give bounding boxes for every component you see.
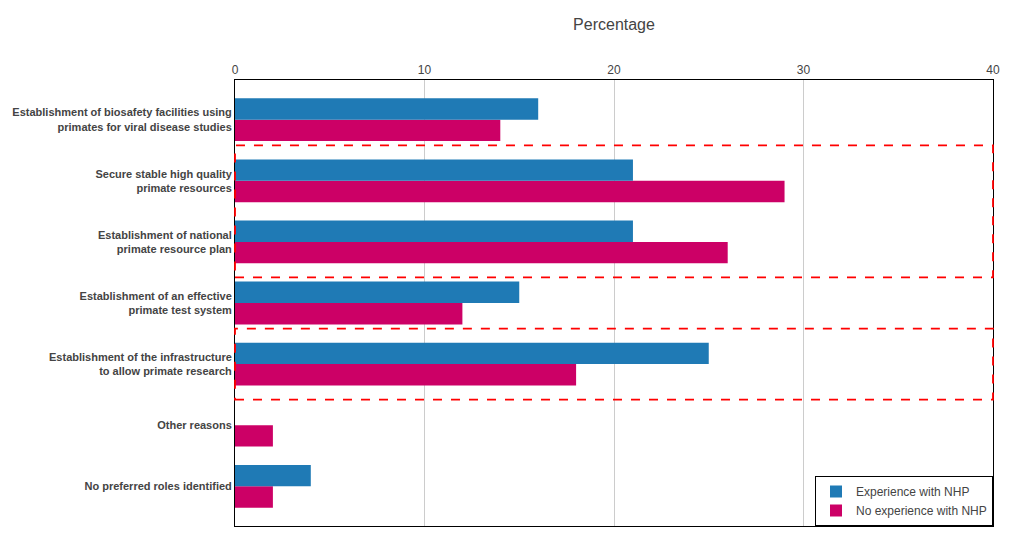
svg-text:No preferred roles identified: No preferred roles identified (84, 480, 231, 492)
svg-text:Establishment of an effectivep: Establishment of an effectiveprimate tes… (80, 290, 232, 316)
svg-text:0: 0 (232, 63, 239, 77)
svg-text:Experience with NHP: Experience with NHP (856, 485, 969, 499)
svg-text:Other reasons: Other reasons (157, 419, 232, 431)
svg-text:Establishment of the infrastru: Establishment of the infrastructureto al… (49, 351, 232, 377)
svg-text:40: 40 (986, 63, 1000, 77)
svg-text:Establishment of nationalprima: Establishment of nationalprimate resourc… (98, 229, 232, 255)
svg-text:Secure stable high qualityprim: Secure stable high qualityprimate resour… (95, 168, 232, 194)
svg-text:Percentage: Percentage (573, 16, 655, 33)
svg-text:10: 10 (418, 63, 432, 77)
svg-text:20: 20 (607, 63, 621, 77)
svg-text:No experience with NHP: No experience with NHP (856, 504, 987, 518)
svg-text:Establishment of biosafety fac: Establishment of biosafety facilities us… (12, 106, 231, 132)
svg-text:30: 30 (797, 63, 811, 77)
